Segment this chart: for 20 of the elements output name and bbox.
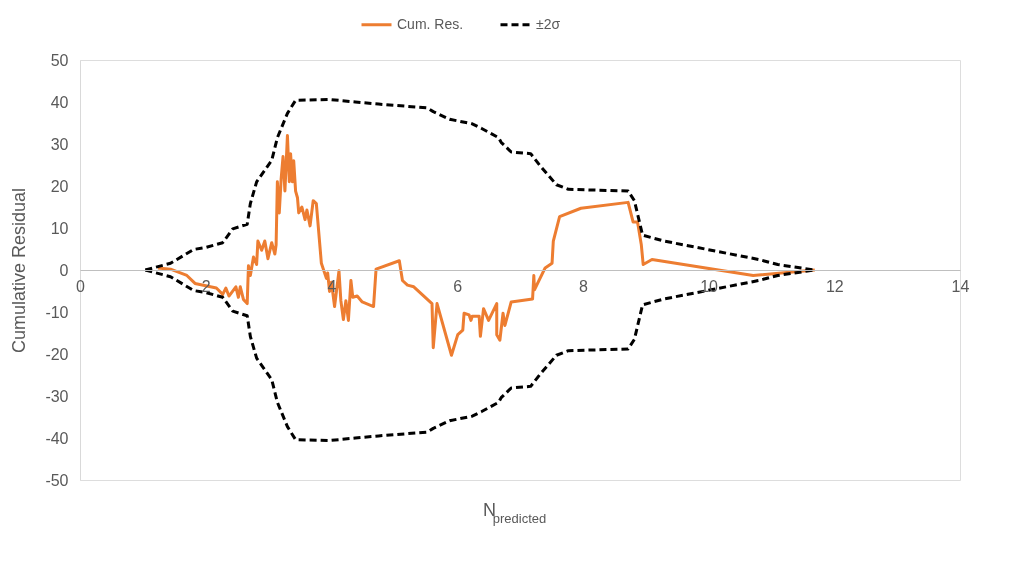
y-tick-label: 20 — [50, 177, 69, 195]
x-tick-label: 10 — [700, 277, 719, 295]
y-tick-label: -20 — [45, 345, 69, 363]
legend-label: Cum. Res. — [397, 15, 464, 32]
y-tick-label: -50 — [45, 471, 69, 489]
y-tick-label: 40 — [50, 93, 69, 111]
y-tick-label: -30 — [45, 387, 69, 405]
y-tick-label: 50 — [50, 51, 69, 69]
y-tick-label: 30 — [50, 135, 69, 153]
x-tick-label: 12 — [825, 277, 844, 295]
x-tick-label: 0 — [76, 277, 86, 295]
legend-label: ±2σ — [536, 15, 561, 32]
x-tick-label: 6 — [453, 277, 463, 295]
y-tick-label: 0 — [59, 261, 69, 279]
x-tick-label: 14 — [951, 277, 970, 295]
x-tick-label: 8 — [578, 277, 588, 295]
y-axis-title: Cumulative Residual — [9, 187, 30, 354]
y-tick-label: -10 — [45, 303, 69, 321]
y-tick-label: 10 — [50, 219, 69, 237]
y-tick-label: -40 — [45, 429, 69, 447]
